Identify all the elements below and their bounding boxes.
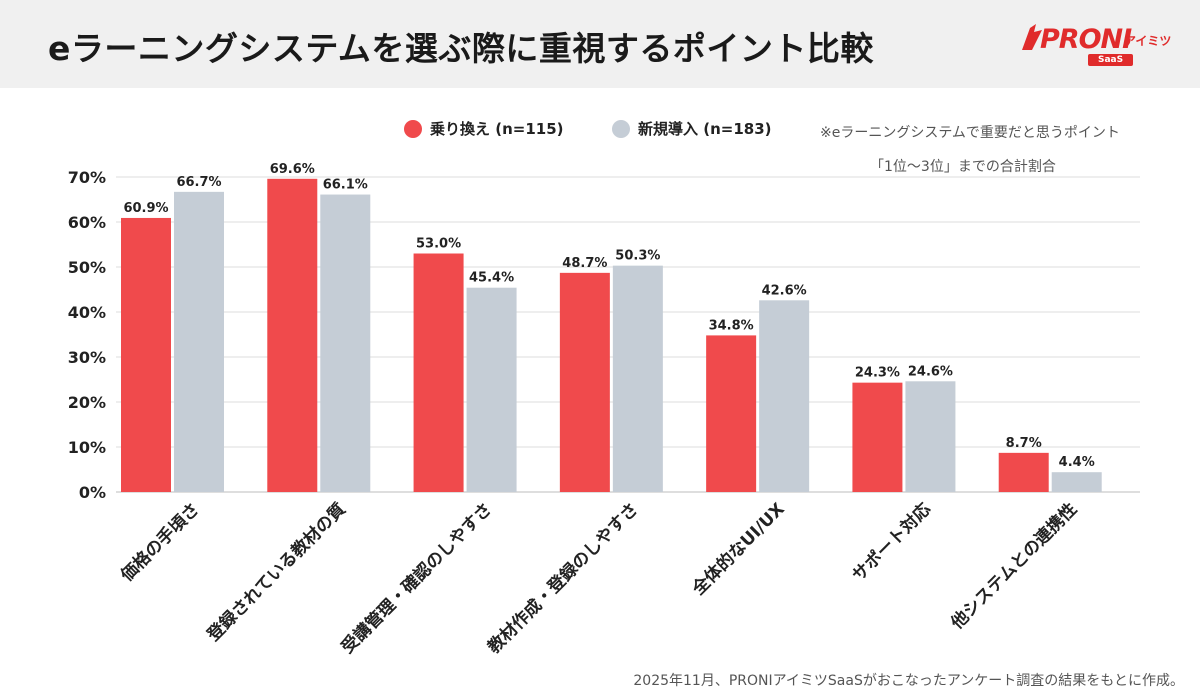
bar <box>174 191 224 492</box>
footer-source: 2025年11月、PRONIアイミツSaaSがおこなったアンケート調査の結果をも… <box>633 673 1184 689</box>
data-label: 24.3% <box>855 366 900 381</box>
bar <box>320 194 371 493</box>
data-label: 42.6% <box>762 283 807 298</box>
legend-swatch-new <box>612 119 630 138</box>
y-tick-label: 70% <box>68 168 106 187</box>
bar <box>759 300 810 492</box>
bar <box>706 335 757 492</box>
logo-subtext: アイミツ <box>1124 34 1172 48</box>
logo-mark-icon <box>1022 24 1042 50</box>
logo-wordmark: PRONI <box>1040 24 1132 55</box>
data-label: 60.9% <box>123 201 168 216</box>
page-title: eラーニングシステムを選ぶ際に重視するポイント比較 <box>48 29 874 68</box>
y-tick-label: 10% <box>68 438 106 457</box>
bar <box>121 217 171 492</box>
bar <box>466 287 517 492</box>
x-tick-label: 受講管理・確認のしやすさ <box>337 499 496 658</box>
bar <box>612 265 663 492</box>
bar <box>852 382 903 492</box>
brand-logo: PRONI アイミツ SaaS <box>1018 20 1180 70</box>
data-label: 69.6% <box>270 162 315 177</box>
x-tick-label: 登録されている教材の質 <box>202 499 349 646</box>
logo-badge: SaaS <box>1088 54 1134 66</box>
data-label: 8.7% <box>1006 436 1042 451</box>
data-label: 34.8% <box>709 318 754 333</box>
x-tick-label: サポート対応 <box>848 499 935 586</box>
y-tick-label: 0% <box>79 483 106 502</box>
bar <box>1051 472 1102 492</box>
data-label: 50.3% <box>615 249 660 264</box>
data-label: 4.4% <box>1059 455 1095 470</box>
data-label: 66.7% <box>176 175 221 190</box>
data-label: 48.7% <box>562 256 607 271</box>
bar <box>267 178 318 493</box>
chart-note-line1: ※eラーニングシステムで重要だと思うポイント <box>820 125 1120 141</box>
x-tick-label: 教材作成・登録のしやすさ <box>483 499 643 659</box>
legend-item-new: 新規導入 (n=183) <box>612 118 772 139</box>
x-tick-label: 他システムとの連携性 <box>946 499 1081 634</box>
bar <box>905 381 956 492</box>
data-label: 24.6% <box>908 364 953 379</box>
data-label: 53.0% <box>416 237 461 252</box>
x-tick-label: 全体的なUI/UX <box>687 499 788 600</box>
legend-label-new: 新規導入 (n=183) <box>638 120 772 138</box>
legend-label-switch: 乗り換え (n=115) <box>430 120 564 138</box>
legend-item-switch: 乗り換え (n=115) <box>404 118 564 139</box>
y-tick-label: 40% <box>68 303 106 322</box>
x-tick-label: 価格の手頃さ <box>116 499 204 587</box>
legend-swatch-switch <box>404 119 422 138</box>
bar <box>998 452 1049 492</box>
bar <box>413 253 464 492</box>
chart-note-line2: 「1位〜3位」までの合計割合 <box>870 159 1056 175</box>
y-tick-label: 30% <box>68 348 106 367</box>
y-tick-label: 20% <box>68 393 106 412</box>
data-label: 66.1% <box>323 178 368 193</box>
y-tick-label: 60% <box>68 213 106 232</box>
header-bar: eラーニングシステムを選ぶ際に重視するポイント比較 PRONI アイミツ Saa… <box>0 0 1200 88</box>
bar <box>559 272 610 492</box>
y-tick-label: 50% <box>68 258 106 277</box>
data-label: 45.4% <box>469 271 514 286</box>
